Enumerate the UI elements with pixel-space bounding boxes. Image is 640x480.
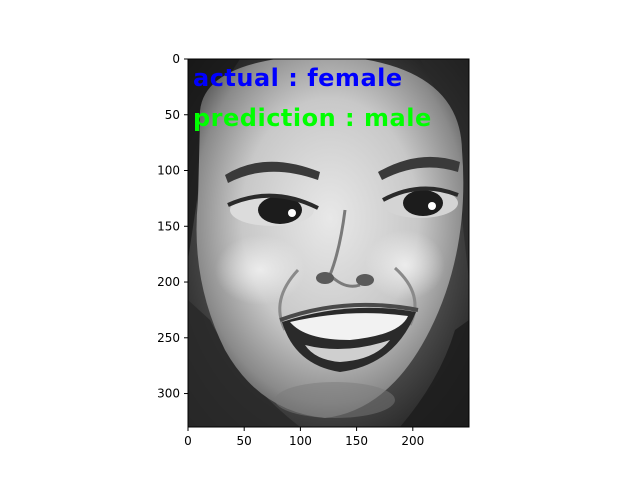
x-tick-label: 0 — [184, 434, 192, 448]
y-tick-label: 100 — [157, 164, 180, 178]
y-tick-label: 250 — [157, 331, 180, 345]
x-axis: 0 50 100 150 200 — [184, 427, 424, 448]
axes-frame — [187, 58, 470, 428]
y-tick-label: 200 — [157, 275, 180, 289]
x-tick-label: 200 — [401, 434, 424, 448]
x-tick-label: 100 — [289, 434, 312, 448]
actual-label: actual : female — [193, 64, 403, 92]
y-tick-label: 150 — [157, 219, 180, 233]
prediction-label: prediction : male — [193, 104, 432, 132]
y-tick-label: 300 — [157, 387, 180, 401]
face-image: actual : female prediction : male — [188, 59, 469, 427]
x-tick-label: 150 — [345, 434, 368, 448]
y-axis: 0 50 100 150 200 250 300 — [157, 52, 188, 401]
x-tick-label: 50 — [237, 434, 252, 448]
y-tick-label: 0 — [172, 52, 180, 66]
y-tick-label: 50 — [165, 108, 180, 122]
